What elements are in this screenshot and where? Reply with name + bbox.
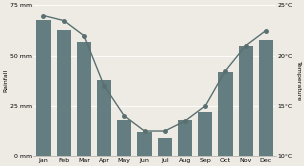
Bar [198,112,212,156]
Bar [77,42,91,156]
Bar [97,80,111,156]
Bar [117,120,131,156]
Bar [239,46,253,156]
Y-axis label: Temperature: Temperature [295,61,301,101]
Bar [218,72,233,156]
Bar [57,30,71,156]
Bar [178,120,192,156]
Bar [259,40,273,156]
Bar [36,20,50,156]
Bar [137,132,152,156]
Bar [158,138,172,156]
Y-axis label: Rainfall: Rainfall [3,69,9,92]
